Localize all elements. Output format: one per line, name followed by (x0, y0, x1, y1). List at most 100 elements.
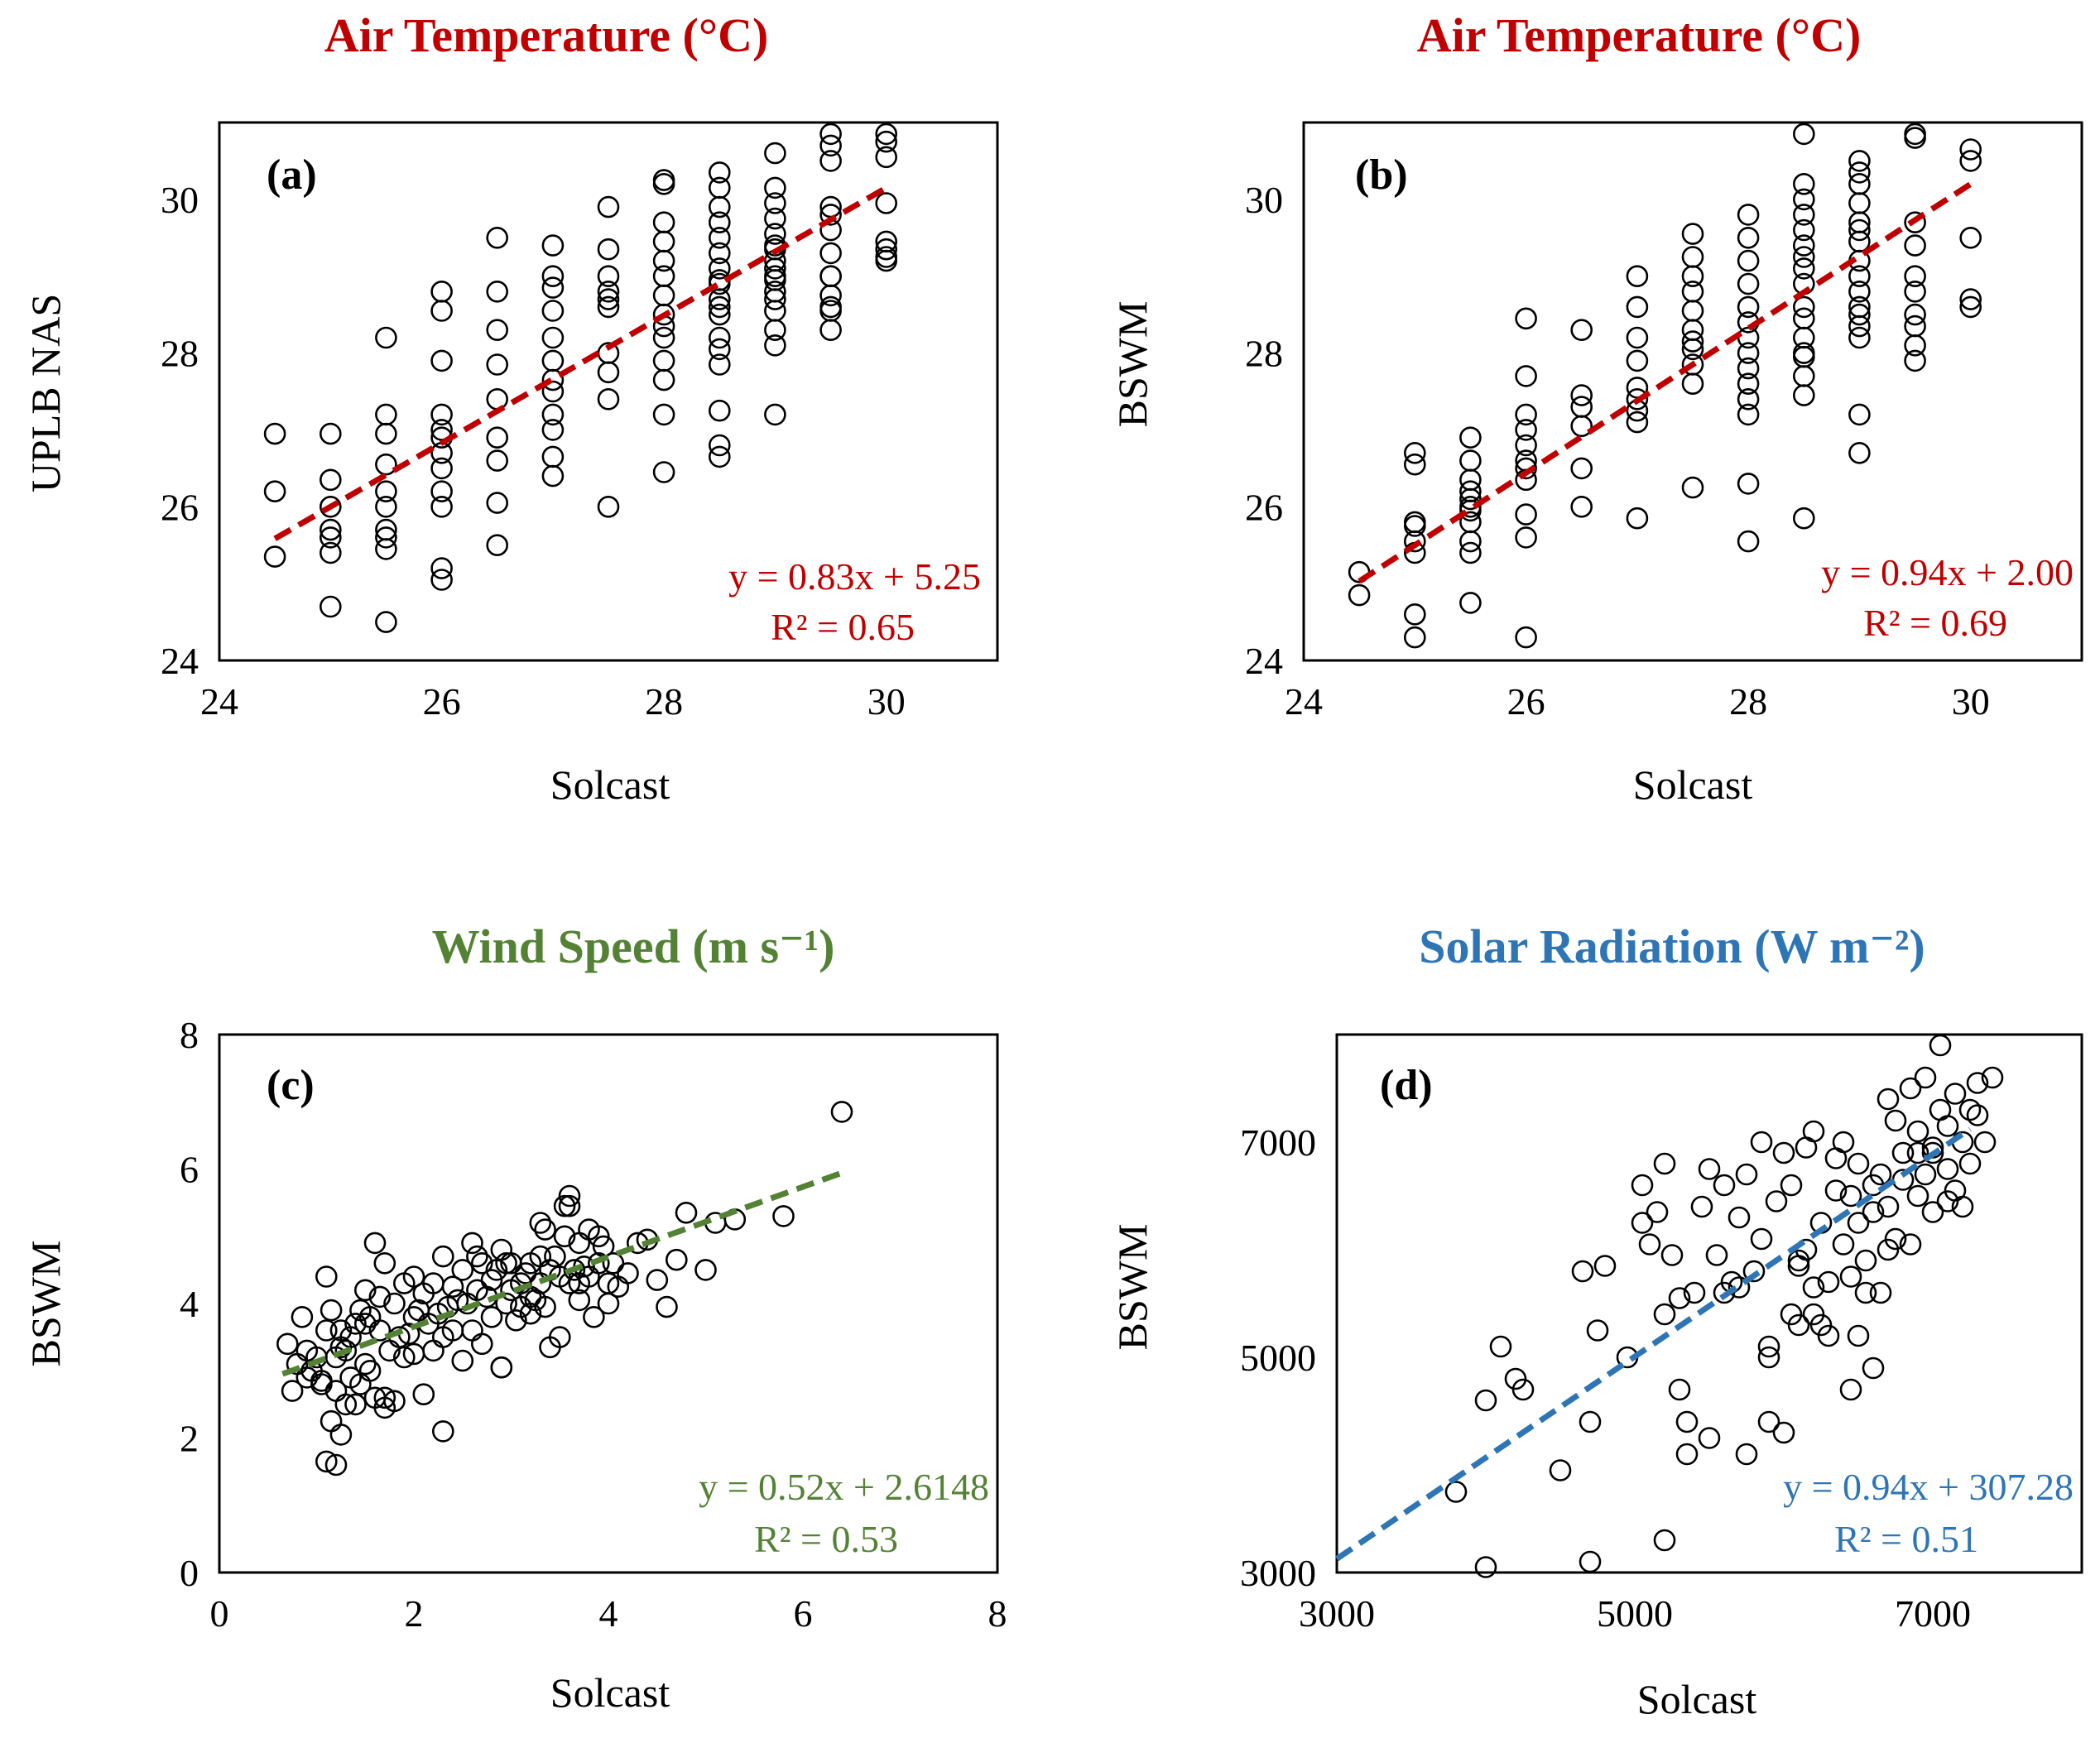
panel-c-point (431, 1245, 454, 1268)
panel-b-point (1459, 449, 1482, 472)
panel-a-point (652, 169, 675, 191)
panel-b-point (1737, 403, 1760, 426)
panel-c-point (490, 1356, 513, 1379)
panel-b-x-tick-label: 28 (1729, 680, 1767, 723)
panel-d-point (1958, 1098, 1982, 1121)
panel-b-point (1848, 265, 1871, 288)
panel-a-point (263, 422, 286, 445)
panel-d-point (1646, 1201, 1669, 1223)
panel-b-point (1904, 349, 1926, 372)
panel-a-point (875, 146, 897, 169)
panel-d-point (1951, 1195, 1974, 1218)
panel-d-plot-frame (1335, 1033, 2083, 1574)
panel-b-point (1570, 495, 1593, 518)
panel-b-point (1570, 384, 1593, 406)
panel-a-point (597, 288, 620, 310)
panel-a-point (430, 457, 453, 480)
panel-d-point (1899, 1077, 1922, 1100)
panel-c-point (392, 1346, 416, 1369)
panel-b-point (1737, 226, 1760, 249)
panel-d-point (1936, 1115, 1959, 1137)
panel-b-point (1848, 161, 1871, 184)
panel-b-point (1848, 441, 1871, 464)
panel-c-point (422, 1339, 445, 1362)
panel-a-point (652, 461, 675, 483)
panel-b-point (1404, 441, 1426, 464)
panel-d-point (1698, 1158, 1721, 1180)
panel-d-point (1444, 1481, 1468, 1503)
panel-c-point (412, 1383, 435, 1405)
panel-b-point (1626, 411, 1649, 434)
panel-b-point (1626, 265, 1649, 288)
panel-d-point (1787, 1249, 1810, 1272)
panel-a: Air Temperature (°C) (a) y = 0.83x + 5.2… (22, 8, 999, 808)
panel-b-point (1793, 326, 1815, 349)
panel-b-point (1459, 541, 1482, 564)
panel-b-point (1515, 626, 1537, 649)
panel-c-point (402, 1342, 425, 1366)
panel-a-equation: y = 0.83x + 5.25 (728, 555, 981, 598)
panel-d-point (1742, 1260, 1766, 1283)
panel-b-point (1904, 122, 1926, 146)
panel-b-point (1515, 403, 1537, 426)
panel-a-x-tick-label: 30 (867, 680, 906, 723)
panel-b-title: Air Temperature (°C) (1417, 8, 1862, 62)
panel-d-point (1832, 1233, 1855, 1256)
panel-b-point (1848, 326, 1871, 349)
panel-b-point (1681, 319, 1704, 342)
panel-c-point (534, 1295, 556, 1318)
panel-b-point (1848, 173, 1871, 195)
panel-c-point (441, 1275, 464, 1298)
panel-d-point (1787, 1313, 1810, 1337)
panel-a-point (819, 295, 842, 319)
panel-b-point (1737, 295, 1760, 319)
panel-b-point (1570, 415, 1593, 438)
panel-a-y-tick-label: 30 (161, 179, 199, 221)
panel-c-point (461, 1232, 483, 1255)
panel-c-y-tick-labels: 0 2 4 6 8 (180, 1014, 199, 1594)
panel-c-point (446, 1289, 469, 1312)
panel-c-point (553, 1225, 576, 1248)
panel-d-point (1802, 1303, 1825, 1326)
panel-d-point (1728, 1276, 1751, 1299)
panel-b-point (1793, 307, 1815, 330)
panel-b-r2: R² = 0.69 (1863, 602, 2007, 644)
panel-c-x-tick-label: 4 (599, 1592, 618, 1635)
panel-a-point (430, 280, 453, 303)
panel-d-point (1705, 1244, 1728, 1266)
panel-c-y-tick-label: 0 (180, 1552, 199, 1594)
panel-c-point (281, 1380, 304, 1402)
panel-b-point (1515, 419, 1537, 441)
panel-d-point (1735, 1163, 1758, 1186)
panel-b-point (1793, 384, 1815, 406)
panel-c-point (383, 1390, 406, 1413)
panel-a-point (319, 495, 342, 518)
panel-a-x-tick-label: 28 (645, 680, 683, 723)
panel-d-point (1780, 1174, 1803, 1197)
panel-b-point (1515, 365, 1537, 387)
panel-d-point (1936, 1158, 1959, 1180)
panel-d-point (1899, 1233, 1922, 1256)
panel-a-point (486, 449, 509, 472)
panel-b-point (1737, 249, 1760, 272)
panel-a-point (375, 518, 397, 541)
panel-a-point (708, 161, 731, 184)
panel-c-point (310, 1370, 333, 1392)
panel-c-point (675, 1202, 698, 1224)
panel-d-point (1921, 1141, 1944, 1164)
panel-d: Solar Radiation (W m⁻²) (d) y = 0.94x + … (1109, 920, 2083, 1722)
panel-b-point (1848, 315, 1871, 338)
panel-c-point (602, 1252, 625, 1275)
panel-d-point (1824, 1179, 1848, 1202)
panel-a-point (652, 249, 675, 272)
panel-c-point (276, 1332, 299, 1356)
panel-a-point (652, 211, 675, 234)
panel-d-point (1757, 1346, 1780, 1369)
panel-b-point (1848, 303, 1871, 326)
panel-b-point (1459, 530, 1482, 553)
panel-d-point (1884, 1227, 1907, 1251)
panel-a-point (263, 545, 286, 568)
panel-a-point (764, 192, 786, 214)
panel-d-point (1958, 1152, 1982, 1175)
panel-a-point (819, 284, 842, 307)
